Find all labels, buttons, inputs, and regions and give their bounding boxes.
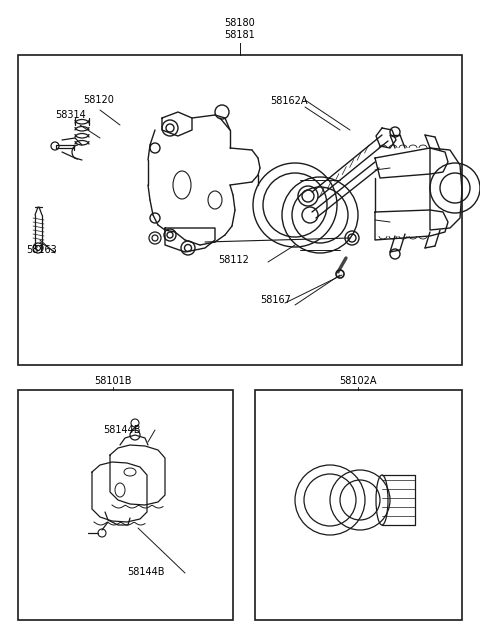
Bar — [18, 55, 462, 365]
Text: 58167: 58167 — [260, 295, 291, 305]
Text: 58101B: 58101B — [94, 376, 132, 386]
Text: 58162A: 58162A — [270, 96, 308, 106]
Text: 58180: 58180 — [225, 18, 255, 28]
Text: 58144B: 58144B — [103, 425, 141, 435]
Text: 58181: 58181 — [225, 30, 255, 40]
Text: 58163: 58163 — [26, 245, 57, 255]
Text: 58144B: 58144B — [127, 567, 165, 577]
Text: 58102A: 58102A — [339, 376, 377, 386]
Bar — [18, 390, 233, 620]
Text: 58120: 58120 — [83, 95, 114, 105]
Text: 58112: 58112 — [218, 255, 249, 265]
Bar — [255, 390, 462, 620]
Text: 58314: 58314 — [55, 110, 86, 120]
